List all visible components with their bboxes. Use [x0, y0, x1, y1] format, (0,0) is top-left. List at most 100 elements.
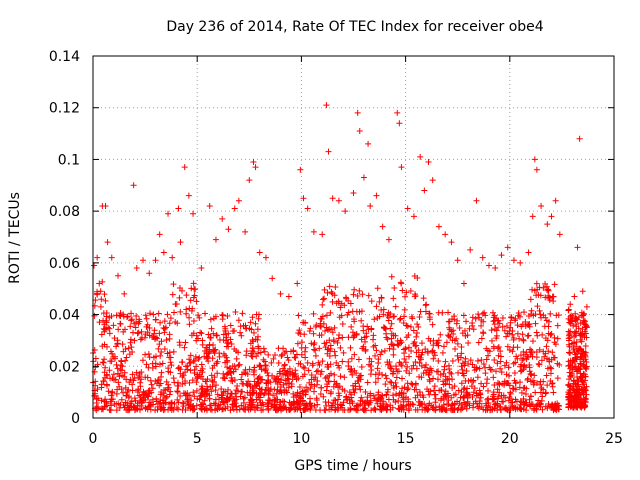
background-point: [311, 346, 318, 353]
y-tick-label: 0.02: [49, 359, 80, 375]
background-point: [547, 403, 554, 410]
background-point: [574, 377, 581, 384]
background-point: [214, 391, 221, 398]
background-point: [476, 400, 483, 407]
background-point: [209, 355, 216, 362]
background-point: [165, 365, 172, 372]
background-point: [323, 312, 330, 319]
background-point: [458, 380, 465, 387]
data-point: [448, 239, 455, 246]
background-point: [222, 327, 229, 334]
background-point: [392, 303, 399, 310]
background-point: [443, 407, 450, 414]
data-point: [285, 293, 292, 300]
background-point: [539, 406, 546, 413]
background-point: [549, 380, 556, 387]
background-point: [534, 286, 541, 293]
background-point: [250, 329, 257, 336]
background-point: [253, 311, 260, 318]
background-point: [157, 380, 164, 387]
background-point: [390, 351, 397, 358]
background-point: [319, 313, 326, 320]
data-point: [435, 223, 442, 230]
y-axis-label: ROTI / TECUs: [7, 192, 23, 284]
data-point: [212, 236, 219, 243]
background-point: [211, 362, 218, 369]
background-point: [167, 405, 174, 412]
background-point: [396, 405, 403, 412]
background-point: [516, 335, 523, 342]
background-point: [483, 356, 490, 363]
background-point: [248, 326, 255, 333]
background-point: [391, 284, 398, 291]
background-point: [468, 376, 475, 383]
background-point: [244, 404, 251, 411]
background-point: [329, 298, 336, 305]
background-point: [123, 354, 130, 361]
data-point: [160, 249, 167, 256]
background-point: [388, 330, 395, 337]
background-point: [191, 393, 198, 400]
background-point: [235, 349, 242, 356]
background-point: [300, 319, 307, 326]
background-point: [405, 385, 412, 392]
background-point: [517, 401, 524, 408]
background-point: [537, 378, 544, 385]
background-point: [579, 326, 586, 333]
background-point: [138, 369, 145, 376]
background-point: [135, 329, 142, 336]
background-point: [355, 378, 362, 385]
background-point: [91, 312, 98, 319]
x-tick-label: 5: [193, 431, 202, 447]
background-point: [138, 328, 145, 335]
background-point: [92, 355, 99, 362]
background-point: [344, 311, 351, 318]
background-point: [314, 378, 321, 385]
data-point: [473, 197, 480, 204]
background-point: [170, 375, 177, 382]
background-point: [142, 312, 149, 319]
data-point: [479, 254, 486, 261]
background-point: [542, 335, 549, 342]
background-point: [583, 324, 590, 331]
background-point: [347, 300, 354, 307]
background-point: [346, 389, 353, 396]
background-point: [387, 378, 394, 385]
background-point: [353, 308, 360, 315]
background-point: [192, 353, 199, 360]
background-point: [254, 326, 261, 333]
data-point: [102, 202, 109, 209]
background-point: [193, 363, 200, 370]
background-point: [372, 379, 379, 386]
background-point: [201, 348, 208, 355]
background-point: [214, 370, 221, 377]
background-point: [186, 379, 193, 386]
background-point: [331, 292, 338, 299]
background-point: [199, 385, 206, 392]
background-point: [182, 339, 189, 346]
background-point: [154, 335, 161, 342]
background-point: [319, 296, 326, 303]
background-point: [309, 362, 316, 369]
background-point: [333, 380, 340, 387]
background-point: [354, 402, 361, 409]
background-point: [542, 390, 549, 397]
background-point: [107, 398, 114, 405]
background-point: [236, 406, 243, 413]
background-point: [407, 288, 414, 295]
background-point: [454, 340, 461, 347]
background-point: [583, 391, 590, 398]
background-point: [508, 314, 515, 321]
background-point: [526, 396, 533, 403]
background-point: [301, 407, 308, 414]
data-point: [583, 303, 590, 310]
background-point: [138, 397, 145, 404]
background-point: [100, 359, 107, 366]
background-point: [342, 294, 349, 301]
background-point: [242, 366, 249, 373]
background-point: [302, 344, 309, 351]
background-point: [511, 370, 518, 377]
background-point: [324, 373, 331, 380]
background-point: [405, 407, 412, 414]
background-point: [466, 325, 473, 332]
